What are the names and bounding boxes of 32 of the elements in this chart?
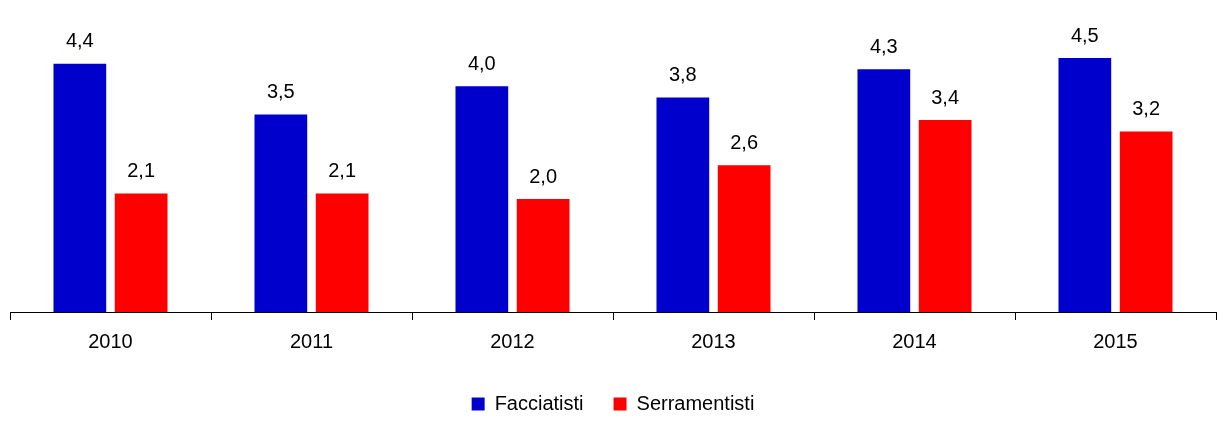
x-tick-label: 2010	[88, 329, 133, 352]
bar	[315, 193, 369, 312]
data-label: 2,0	[529, 164, 558, 187]
bar	[516, 199, 570, 312]
x-tick-label: 2015	[1093, 329, 1138, 352]
data-label: 4,0	[467, 51, 496, 74]
data-label: 3,2	[1132, 96, 1161, 119]
data-label: 3,4	[931, 85, 960, 108]
legend-label: Serramentisti	[636, 391, 755, 414]
data-label: 2,6	[730, 130, 759, 153]
bar	[254, 114, 308, 312]
data-label: 2,1	[328, 158, 357, 181]
x-tick-label: 2013	[691, 329, 736, 352]
x-tick-label: 2011	[289, 329, 334, 352]
bar	[1058, 58, 1112, 312]
data-label: 3,8	[668, 63, 697, 86]
data-label: 3,5	[266, 79, 295, 102]
bar	[53, 63, 107, 312]
bar	[857, 69, 911, 312]
bar	[1119, 131, 1173, 312]
bar	[656, 97, 710, 312]
bar	[114, 193, 168, 312]
x-tick-label: 2012	[490, 329, 535, 352]
bar	[717, 165, 771, 312]
data-label: 2,1	[127, 158, 156, 181]
data-label: 4,3	[869, 34, 898, 57]
legend-label: Facciatisti	[494, 391, 584, 414]
data-label: 4,5	[1070, 23, 1099, 46]
bar	[918, 120, 972, 312]
bar	[455, 86, 509, 312]
data-label: 4,4	[65, 29, 94, 52]
x-tick-label: 2014	[892, 329, 937, 352]
